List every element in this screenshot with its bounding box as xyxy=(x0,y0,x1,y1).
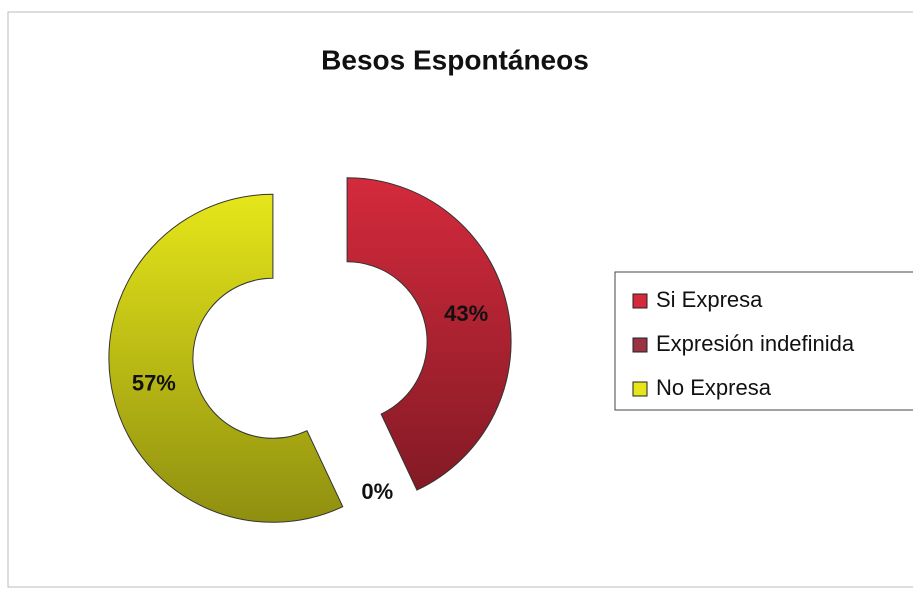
donut-slice xyxy=(108,193,344,523)
chart-title: Besos Espontáneos xyxy=(321,44,589,75)
donut-slice xyxy=(346,177,512,491)
legend-label: Si Expresa xyxy=(656,287,763,312)
legend-swatch xyxy=(632,381,648,397)
legend-swatch xyxy=(632,293,648,309)
data-label: 57% xyxy=(132,371,176,396)
legend-label: No Expresa xyxy=(656,375,772,400)
data-label: 0% xyxy=(361,479,393,504)
legend-box xyxy=(614,271,913,411)
data-label: 43% xyxy=(444,301,488,326)
legend-label: Expresión indefinida xyxy=(656,331,855,356)
legend-swatch xyxy=(632,337,648,353)
